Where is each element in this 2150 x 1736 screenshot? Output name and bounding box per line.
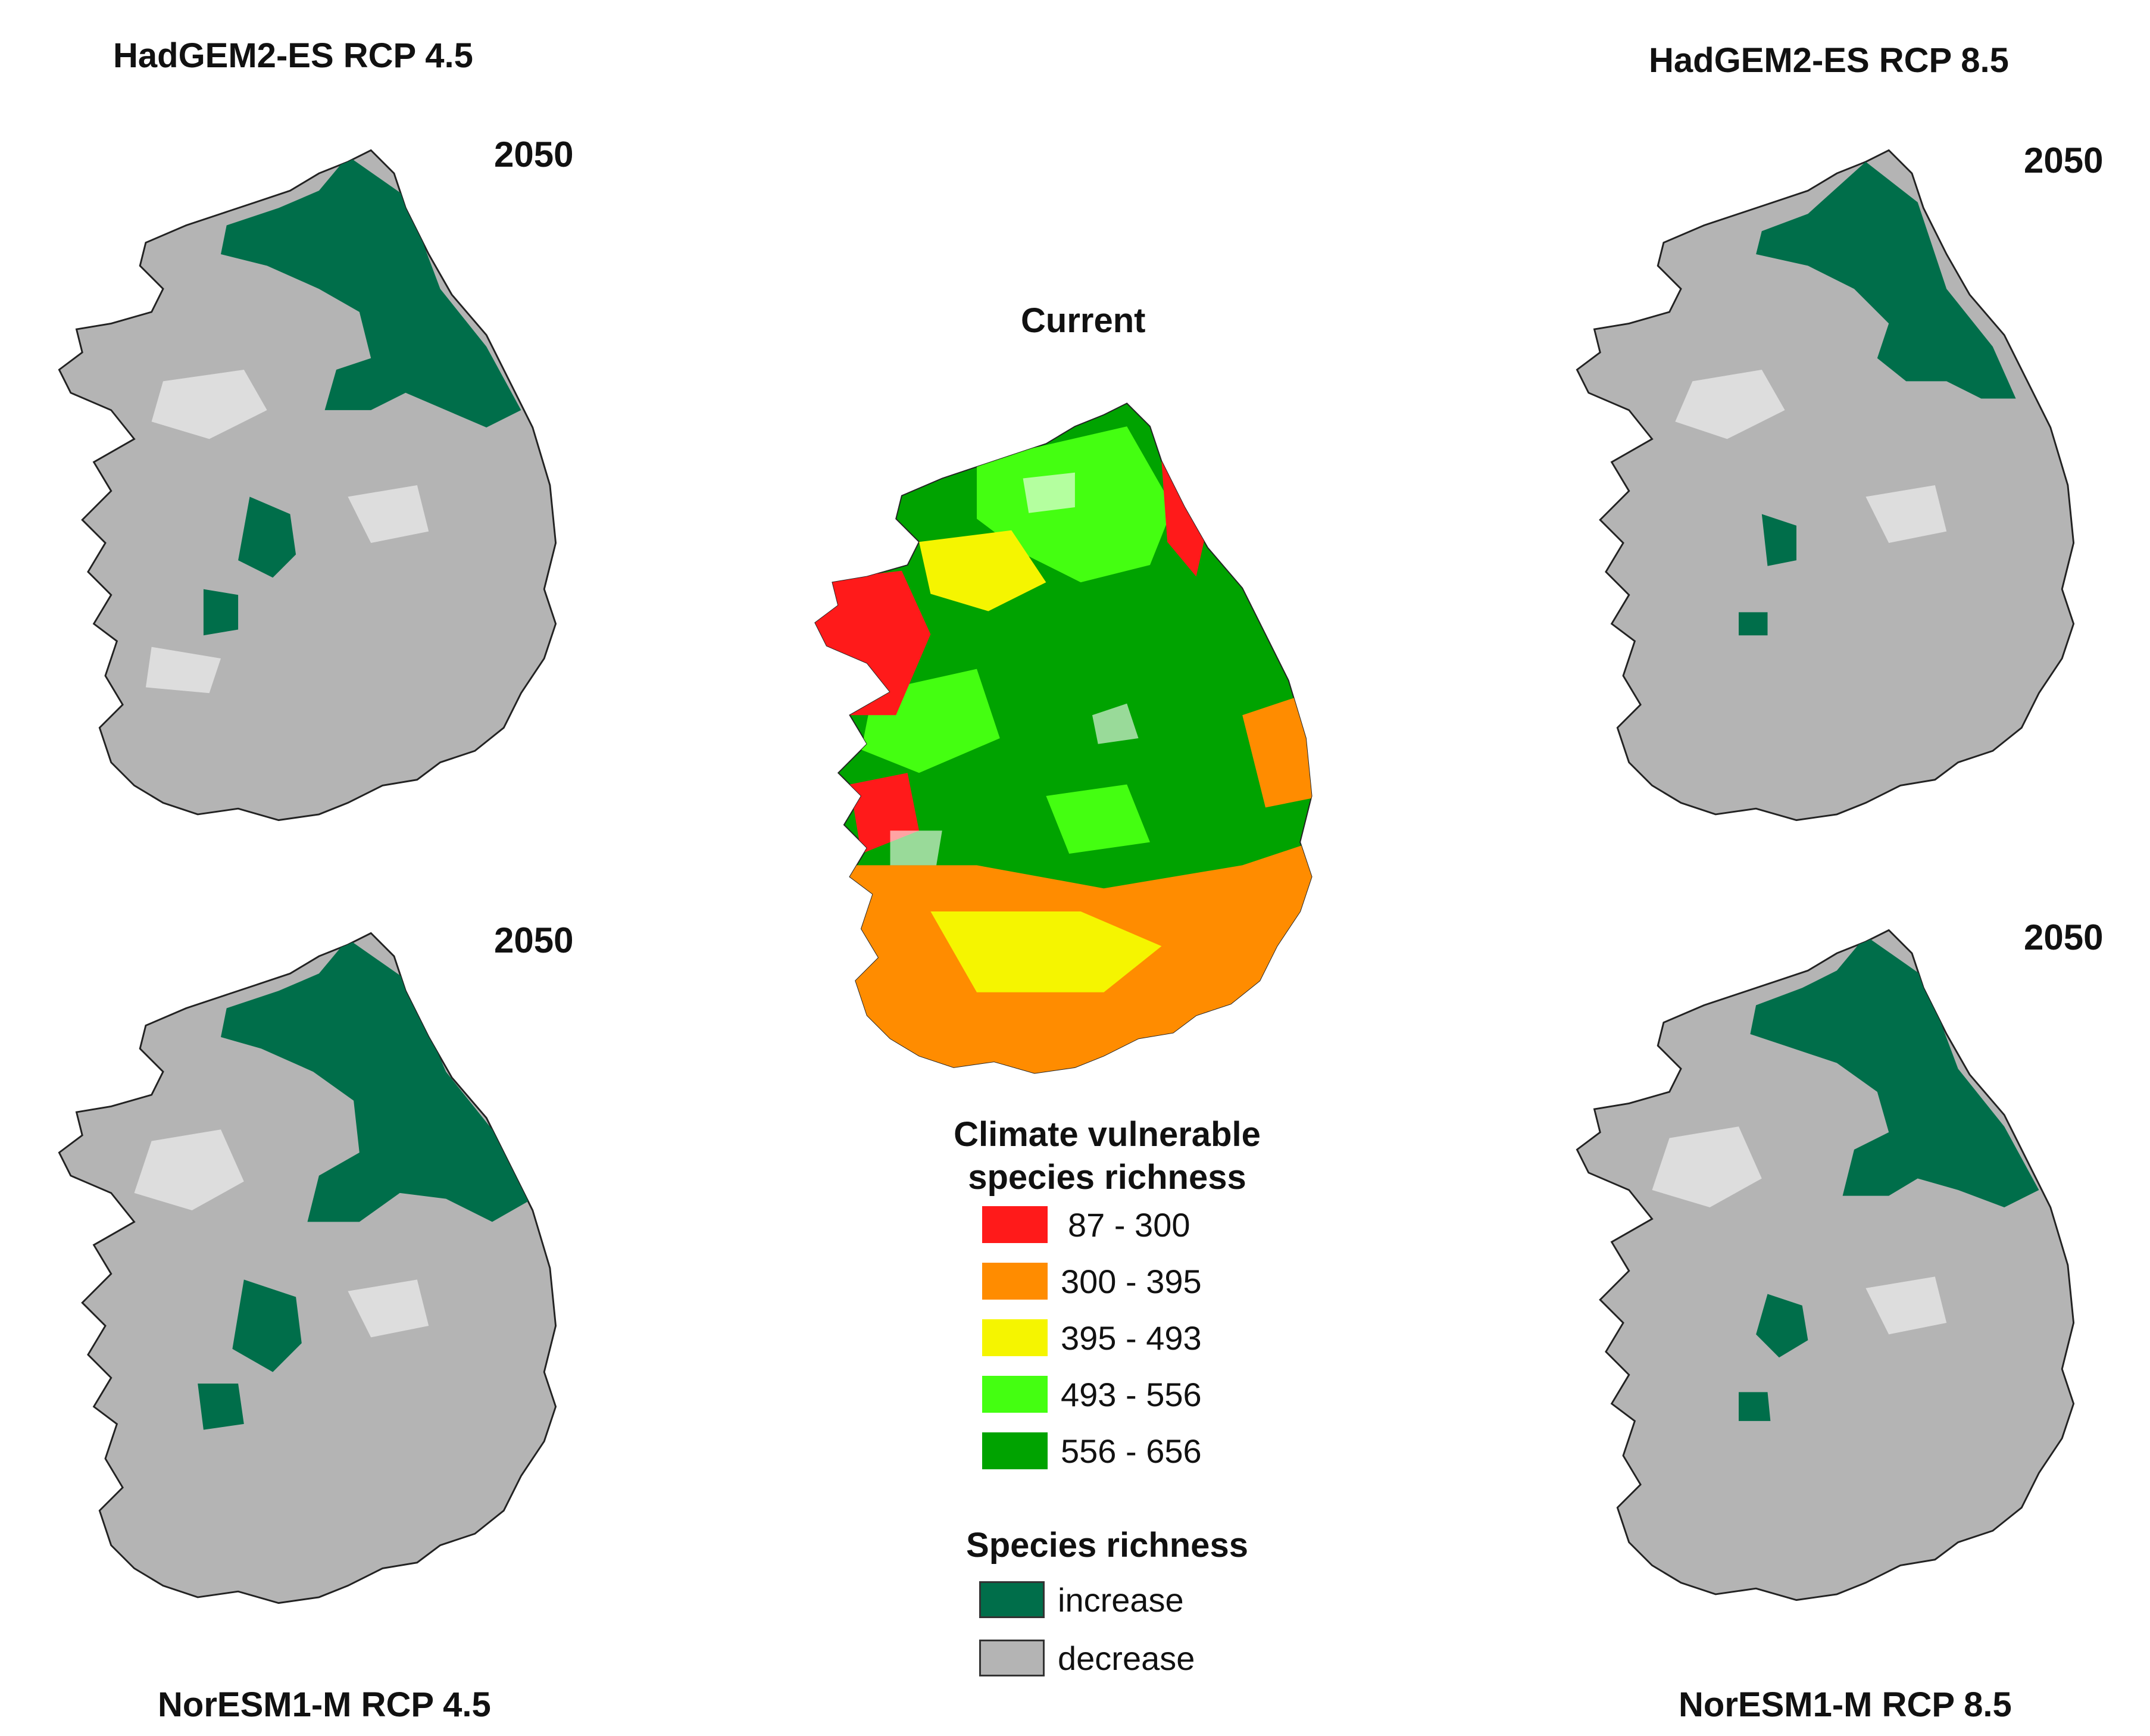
map-noresm1-rcp45 bbox=[58, 932, 557, 1604]
legend-swatch-dark-green bbox=[982, 1432, 1048, 1469]
legend-swatch-decrease bbox=[979, 1640, 1045, 1676]
legend-swatch-light-green bbox=[982, 1376, 1048, 1413]
legend-class-label: 87 - 300 bbox=[1068, 1206, 1190, 1244]
legend-class-label: 395 - 493 bbox=[1061, 1319, 1202, 1357]
legend-richness-title-line1: Climate vulnerable bbox=[954, 1115, 1261, 1154]
legend-class-87-300: 87 - 300 bbox=[982, 1201, 1190, 1248]
legend-richness-title-line2: species richness bbox=[968, 1158, 1246, 1197]
panel-title-bottom-right: NorESM1-M RCP 8.5 bbox=[1679, 1685, 2012, 1724]
panel-year-top-left: 2050 bbox=[494, 135, 574, 174]
map-current-richness bbox=[814, 402, 1312, 1074]
legend-change-classes: increase decrease bbox=[979, 1576, 1277, 1690]
panel-title-current: Current bbox=[1021, 301, 1146, 340]
legend-class-493-556: 493 - 556 bbox=[982, 1371, 1202, 1417]
panel-title-top-right: HadGEM2-ES RCP 8.5 bbox=[1649, 41, 2009, 80]
panel-year-top-right: 2050 bbox=[2024, 140, 2104, 180]
legend-change-title: Species richness bbox=[966, 1526, 1248, 1565]
legend-class-556-656: 556 - 656 bbox=[982, 1428, 1202, 1474]
map-noresm1-rcp85 bbox=[1576, 929, 2075, 1601]
legend-swatch-red bbox=[982, 1206, 1048, 1243]
legend-class-decrease: decrease bbox=[979, 1635, 1195, 1681]
panel-title-top-left: HadGEM2-ES RCP 4.5 bbox=[113, 36, 473, 75]
legend-class-label: decrease bbox=[1058, 1639, 1195, 1677]
map-hadgem2-rcp45 bbox=[58, 149, 557, 822]
legend-class-label: 556 - 656 bbox=[1061, 1432, 1202, 1470]
map-hadgem2-rcp85 bbox=[1576, 149, 2075, 822]
legend-richness-classes: 87 - 300 300 - 395 395 - 493 493 - 556 5… bbox=[982, 1201, 1280, 1487]
legend-swatch-orange bbox=[982, 1263, 1048, 1300]
panel-year-bottom-left: 2050 bbox=[494, 920, 574, 960]
legend-swatch-increase bbox=[979, 1581, 1045, 1618]
legend-class-label: increase bbox=[1058, 1581, 1184, 1619]
legend-class-label: 300 - 395 bbox=[1061, 1262, 1202, 1300]
legend-swatch-yellow bbox=[982, 1319, 1048, 1356]
panel-year-bottom-right: 2050 bbox=[2024, 917, 2104, 957]
legend-class-label: 493 - 556 bbox=[1061, 1375, 1202, 1413]
legend-richness-title: Climate vulnerable species richness bbox=[875, 1113, 1339, 1199]
legend-class-395-493: 395 - 493 bbox=[982, 1315, 1202, 1361]
legend-class-increase: increase bbox=[979, 1576, 1184, 1623]
panel-title-bottom-left: NorESM1-M RCP 4.5 bbox=[158, 1685, 491, 1724]
legend-class-300-395: 300 - 395 bbox=[982, 1258, 1202, 1304]
